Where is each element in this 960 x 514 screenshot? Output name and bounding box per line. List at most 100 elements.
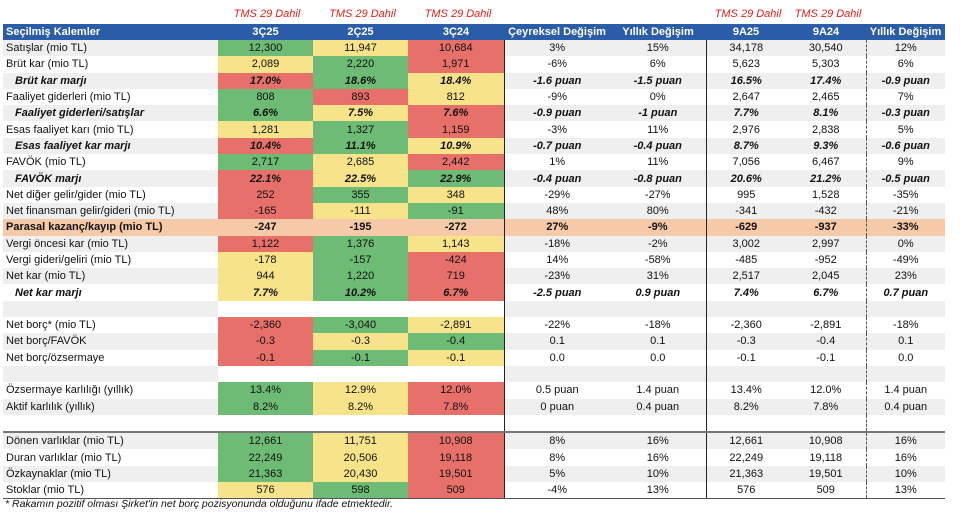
cell-9a24 bbox=[786, 300, 866, 318]
cell-9a24: -952 bbox=[786, 251, 866, 269]
table-row: Satışlar (mio TL) 12,300 11,947 10,684 3% 15%… bbox=[3, 40, 945, 57]
cell-3c25: 6.6% bbox=[218, 105, 313, 122]
cell-3c25: 2,717 bbox=[218, 154, 313, 171]
cell-3c25: -2,360 bbox=[218, 317, 313, 334]
row-label: Faaliyet giderleri (mio TL) bbox=[3, 88, 218, 106]
row-label bbox=[3, 414, 218, 433]
cell-yearly-change-9m: -18% bbox=[865, 317, 945, 334]
header-label: Seçilmiş Kalemler bbox=[3, 24, 218, 40]
cell-2c25: 11,947 bbox=[313, 40, 408, 57]
cell-3c25: -165 bbox=[218, 202, 313, 220]
row-label: Duran varlıklar (mio TL) bbox=[3, 449, 218, 466]
cell-2c25: 893 bbox=[313, 88, 408, 106]
row-label: Net finansman gelir/gideri (mio TL) bbox=[3, 202, 218, 220]
cell-quarterly-change: -9% bbox=[503, 88, 610, 106]
row-label: Özsermaye karlılığı (yıllık) bbox=[3, 382, 218, 399]
cell-2c25 bbox=[313, 414, 408, 433]
table-row: Net diğer gelir/gider (mio TL) 252 355 348-… bbox=[3, 186, 945, 203]
cell-9a25: -2,360 bbox=[705, 317, 786, 334]
cell-3c25: -0.3 bbox=[218, 333, 313, 350]
cell-yearly-change: -27% bbox=[610, 186, 706, 203]
cell-3c24: 6.7% bbox=[408, 284, 504, 301]
cell-9a25: -0.3 bbox=[705, 333, 786, 350]
cell-9a24: 17.4% bbox=[786, 72, 866, 89]
table-row: FAVÖK marjı 22.1% 22.5% 22.9% -0.4 puan -0.8 … bbox=[3, 170, 945, 187]
cell-3c25: -178 bbox=[218, 251, 313, 269]
table-row: Esas faaliyet karı (mio TL) 1,281 1,327 1,1… bbox=[3, 121, 945, 138]
table-row: Özsermaye karlılığı (yıllık) 13.4% 12.9% 12… bbox=[3, 382, 945, 399]
row-label: Net kar marjı bbox=[3, 284, 218, 301]
cell-2c25: 11.1% bbox=[313, 137, 408, 155]
cell-3c24: 12.0% bbox=[408, 382, 504, 399]
cell-yearly-change-9m: 7% bbox=[865, 88, 945, 106]
cell-yearly-change: -2% bbox=[610, 235, 706, 252]
cell-3c25: 252 bbox=[218, 186, 313, 203]
cell-9a25: -629 bbox=[705, 219, 786, 236]
cell-9a25: 7,056 bbox=[705, 154, 786, 171]
row-label: Net kar (mio TL) bbox=[3, 268, 218, 285]
cell-9a25: 2,647 bbox=[705, 88, 786, 106]
cell-quarterly-change: 27% bbox=[503, 219, 610, 236]
cell-3c25: -247 bbox=[218, 219, 313, 236]
cell-9a24: -432 bbox=[786, 202, 866, 220]
table-row: Duran varlıklar (mio TL) 22,249 20,506 19,1… bbox=[3, 449, 945, 466]
cell-2c25: -195 bbox=[313, 219, 408, 236]
cell-yearly-change-9m bbox=[865, 414, 945, 433]
cell-yearly-change-9m: -0.9 puan bbox=[865, 72, 945, 89]
cell-9a24 bbox=[786, 365, 866, 383]
cell-9a24: -937 bbox=[786, 219, 866, 236]
table-row: Brüt kar (mio TL) 2,089 2,220 1,971 -6% 6% 5,6… bbox=[3, 56, 945, 73]
cell-yearly-change-9m: 0.0 bbox=[865, 349, 945, 366]
cell-2c25: 11,751 bbox=[313, 431, 408, 450]
header-3c24: 3Ç24 bbox=[408, 24, 504, 40]
cell-9a25: 22,249 bbox=[705, 449, 786, 466]
cell-yearly-change: 10% bbox=[610, 465, 706, 483]
row-label: Satışlar (mio TL) bbox=[3, 40, 218, 57]
cell-quarterly-change: 3% bbox=[503, 40, 610, 57]
header-3c25: 3Ç25 bbox=[218, 24, 313, 40]
cell-9a25: 576 bbox=[705, 482, 786, 500]
cell-2c25: 2,685 bbox=[313, 154, 408, 171]
cell-yearly-change: -9% bbox=[610, 219, 706, 236]
cell-quarterly-change bbox=[503, 365, 610, 383]
table-row: Net borç/FAVÖK -0.3 -0.3 -0.4 0.1 0.1 -0.3 -0.4… bbox=[3, 333, 945, 350]
cell-3c24: -0.1 bbox=[408, 349, 504, 366]
cell-yearly-change bbox=[610, 414, 706, 433]
cell-yearly-change: 16% bbox=[610, 449, 706, 466]
row-label: Faaliyet giderleri/satışlar bbox=[3, 105, 218, 122]
table-row: FAVÖK (mio TL) 2,717 2,685 2,442 1% 11% 7,056 6… bbox=[3, 154, 945, 171]
cell-yearly-change: 13% bbox=[610, 482, 706, 500]
cell-2c25 bbox=[313, 365, 408, 383]
cell-3c24: 10,908 bbox=[408, 431, 504, 450]
table-row bbox=[3, 300, 945, 318]
table-row: Net borç* (mio TL) -2,360 -3,040 -2,891 -22%… bbox=[3, 317, 945, 334]
row-label: Vergi gideri/geliri (mio TL) bbox=[3, 251, 218, 269]
cell-yearly-change: 1.4 puan bbox=[610, 382, 706, 399]
cell-3c25: 1,122 bbox=[218, 235, 313, 252]
cell-yearly-change: 16% bbox=[610, 431, 706, 450]
cell-9a24: 1,528 bbox=[786, 186, 866, 203]
cell-quarterly-change: 1% bbox=[503, 154, 610, 171]
cell-quarterly-change: -0.4 puan bbox=[503, 170, 610, 187]
cell-9a24: -0.4 bbox=[786, 333, 866, 350]
cell-quarterly-change: 5% bbox=[503, 465, 610, 483]
cell-3c24: 22.9% bbox=[408, 170, 504, 187]
cell-3c25: 12,661 bbox=[218, 431, 313, 450]
row-label: Stoklar (mio TL) bbox=[3, 482, 218, 500]
cell-9a25: 7.7% bbox=[705, 105, 786, 122]
cell-yearly-change: -18% bbox=[610, 317, 706, 334]
cell-quarterly-change: -18% bbox=[503, 235, 610, 252]
cell-yearly-change: 11% bbox=[610, 121, 706, 138]
cell-yearly-change: -58% bbox=[610, 251, 706, 269]
cell-quarterly-change: 0.5 puan bbox=[503, 382, 610, 399]
cell-3c24: -91 bbox=[408, 202, 504, 220]
cell-9a24: 30,540 bbox=[786, 40, 866, 57]
cell-9a24: 2,838 bbox=[786, 121, 866, 138]
table-row: Stoklar (mio TL) 576 598 509 -4% 13% 576 509 13% bbox=[3, 482, 945, 500]
cell-3c25: 1,281 bbox=[218, 121, 313, 138]
cell-yearly-change-9m: -21% bbox=[865, 202, 945, 220]
cell-2c25: 22.5% bbox=[313, 170, 408, 187]
financial-summary-table: Seçilmiş Kalemler 3Ç25 2Ç25 3Ç24 Çeyreks… bbox=[3, 24, 945, 500]
cell-yearly-change-9m: 10% bbox=[865, 465, 945, 483]
cell-3c25: 10.4% bbox=[218, 137, 313, 155]
